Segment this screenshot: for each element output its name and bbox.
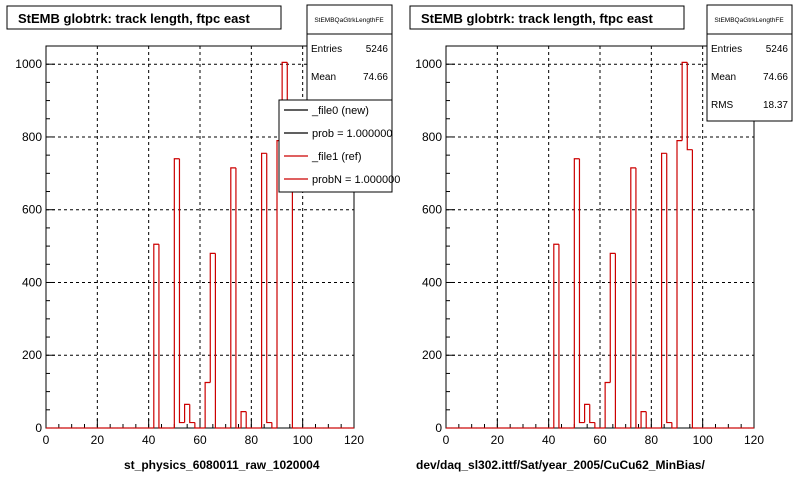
left-histogram-bin [271,422,277,429]
left-histogram-bin [153,243,159,428]
right-x-tick-label: 40 [542,433,556,447]
legend-label-file0: _file0 (new) [311,105,369,117]
right-x-tick-label: 100 [693,433,713,447]
left-x-tick-label: 60 [193,433,207,447]
right-plot-area: 0 20 40 60 80 100 120 0 200 400 600 800 1000 [415,45,764,447]
right-histogram-bin [686,62,693,151]
left-x-axis-label: st_physics_6080011_raw_1020004 [124,458,320,472]
right-histogram-bin [640,411,647,428]
left-y-tick-label: 1000 [15,57,42,71]
left-legend: _file0 (new) prob = 1.000000 _file1 (ref… [278,99,400,193]
legend-label-probn: probN = 1.000000 [312,174,400,186]
left-histogram-bin [209,252,216,383]
left-y-tick-label: 0 [35,421,42,435]
right-y-tick-label: 0 [435,421,442,435]
left-histogram-bin [194,422,200,429]
left-title-box [6,5,282,30]
left-histogram-bin [178,158,185,424]
left-stats-mean-label: Mean [311,72,336,83]
legend-frame [278,99,393,193]
legend-label-file1: _file1 (ref) [311,151,362,163]
left-title: StEMB globtrk: track length, ftpc east [18,11,251,26]
right-histogram-bin [558,244,565,429]
right-title-box [409,5,685,30]
right-histogram-bin [671,422,677,429]
left-histogram-bin [173,158,180,428]
right-x-tick-label: 120 [744,433,764,447]
right-histogram-bin [666,153,672,424]
right-histogram-bin [578,158,585,424]
legend-label-prob: prob = 1.000000 [312,128,392,140]
right-y-tick-label: 600 [422,203,442,217]
right-histogram-bin [676,139,683,428]
left-histogram-bin [184,403,190,423]
right-histogram-bin [604,381,611,428]
right-histogram-pad: 0 20 40 60 80 100 120 0 200 400 600 800 1000 StEMB g… [409,4,793,472]
left-x-tick-label: 40 [142,433,156,447]
right-histogram-bin [594,422,600,429]
left-histogram-bin [235,167,242,429]
left-histogram-bin [240,411,247,428]
left-x-tick-label: 80 [245,433,259,447]
right-stats-mean-label: Mean [711,72,736,83]
right-y-tick-label: 400 [422,275,442,289]
left-y-tick-label: 200 [22,348,42,362]
right-histogram-bin [589,404,595,424]
left-histogram-bin [158,244,165,429]
right-histogram-bin [553,243,559,428]
left-stats-mean-value: 74.66 [363,72,388,83]
right-y-tick-label: 200 [422,348,442,362]
right-histogram-bin [614,253,621,429]
right-stats-rms-label: RMS [711,100,734,111]
left-x-tick-label: 0 [43,433,50,447]
left-histogram-bin [214,253,221,429]
right-stats-box: StEMBQaGtrkLengthFE Entries 5246 Mean 74… [706,4,793,122]
right-histogram-bin [681,61,688,141]
left-stats-entries-label: Entries [311,44,342,55]
left-histogram-bin [189,404,195,424]
left-y-tick-label: 400 [22,275,42,289]
right-stats-name: StEMBQaGtrkLengthFE [714,17,784,24]
right-x-tick-label: 20 [491,433,505,447]
right-y-tick-label: 800 [422,130,442,144]
right-histogram-bin [635,167,642,429]
left-histogram-bin [266,153,272,424]
right-stats-frame [706,4,793,122]
left-stats-name: StEMBQaGtrkLengthFE [314,17,384,24]
left-histogram-bin [261,152,267,428]
right-stats-rms-value: 18.37 [763,100,788,111]
right-stats-entries-label: Entries [711,44,742,55]
right-y-tick-label: 1000 [415,57,442,71]
right-x-tick-label: 60 [593,433,607,447]
right-stats-mean-value: 74.66 [763,72,788,83]
right-stats-entries-value: 5246 [766,44,789,55]
right-histogram-bin [630,167,636,428]
right-histogram-bin [645,411,652,429]
left-x-tick-label: 120 [344,433,364,447]
right-x-tick-label: 0 [443,433,450,447]
right-histogram-bin [609,252,616,383]
right-histogram-bin [584,403,590,423]
left-histogram-pad: 0 20 40 60 80 100 120 0 200 400 600 800 1000 StEMB g… [6,4,400,472]
left-stats-entries-value: 5246 [366,44,389,55]
left-x-tick-label: 100 [293,433,313,447]
left-histogram-bin [230,167,236,428]
right-x-axis-label: dev/daq_sl302.ittf/Sat/year_2005/CuCu62_… [416,458,705,472]
right-histogram-bin [661,152,667,428]
left-x-tick-label: 20 [91,433,105,447]
left-y-tick-label: 600 [22,203,42,217]
right-histogram-bin [573,158,580,428]
right-x-tick-label: 80 [645,433,659,447]
right-title: StEMB globtrk: track length, ftpc east [421,11,654,26]
left-histogram-bin [291,149,298,429]
left-histogram-bin [204,381,211,428]
left-y-tick-label: 800 [22,130,42,144]
right-histogram-bin [691,149,698,429]
left-histogram-bin [245,411,252,429]
